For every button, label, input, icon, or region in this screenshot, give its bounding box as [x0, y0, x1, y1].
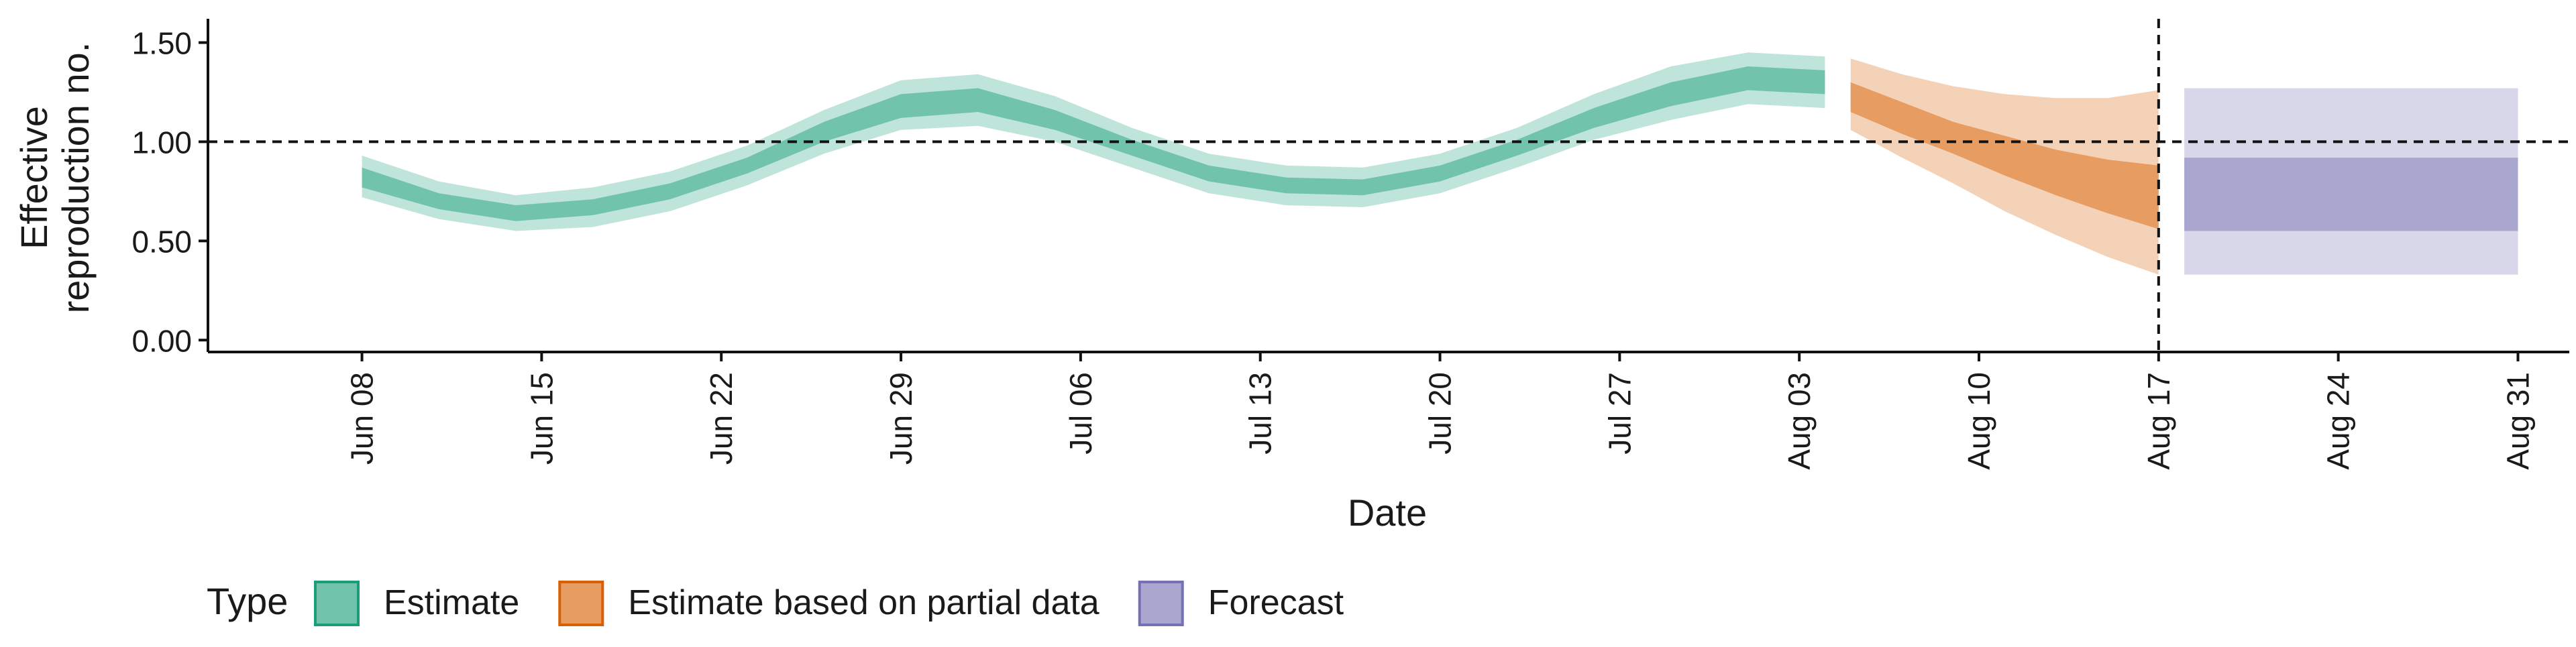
y-axis-title-line-2: reproduction no.	[54, 42, 97, 314]
x-tick-label: Aug 10	[1962, 372, 1996, 470]
y-tick-label: 1.50	[131, 26, 192, 61]
y-axis-title-line-1: Effective	[13, 106, 55, 249]
x-tick-label: Jun 15	[524, 372, 559, 465]
y-tick-label: 0.50	[131, 224, 192, 259]
reference-lines-layer	[208, 19, 2569, 352]
x-tick-label: Aug 31	[2501, 372, 2536, 470]
x-tick-label: Aug 24	[2321, 372, 2356, 470]
forecast-inner-band	[2184, 158, 2518, 231]
y-tick-label: 1.00	[131, 125, 192, 160]
legend-swatch-forecast	[1138, 581, 1184, 626]
legend-title: Type	[207, 580, 288, 622]
x-tick-label: Aug 03	[1782, 372, 1817, 470]
y-tick-label: 0.00	[131, 323, 192, 358]
x-tick-label: Jun 08	[345, 372, 380, 465]
x-tick-label: Jul 06	[1063, 372, 1098, 455]
x-tick-label: Jul 13	[1243, 372, 1278, 455]
legend-swatch-estimate-based-on-partial-data	[558, 581, 604, 626]
legend-label-estimate: Estimate	[384, 583, 519, 622]
axes-layer: 0.00 0.50 1.00 1.50 Jun 08 Jun 15 Jun 22 Jun 29…	[131, 19, 2569, 470]
legend: Type Estimate Estimate based on partial da…	[207, 580, 1344, 626]
estimate-inner-band	[362, 66, 1825, 221]
legend-label-forecast: Forecast	[1208, 583, 1344, 622]
x-tick-label: Jul 20	[1423, 372, 1458, 455]
legend-label-estimate-based-on-partial-data: Estimate based on partial data	[628, 583, 1099, 622]
x-tick-label: Jun 29	[883, 372, 918, 465]
x-tick-label: Jul 27	[1602, 372, 1637, 455]
x-tick-label: Aug 17	[2141, 372, 2176, 470]
x-axis-title: Date	[1348, 491, 1427, 534]
x-tick-label: Jun 22	[704, 372, 739, 465]
legend-swatch-estimate	[314, 581, 360, 626]
estimate-based-on-partial-data-inner-band	[1850, 82, 2159, 229]
